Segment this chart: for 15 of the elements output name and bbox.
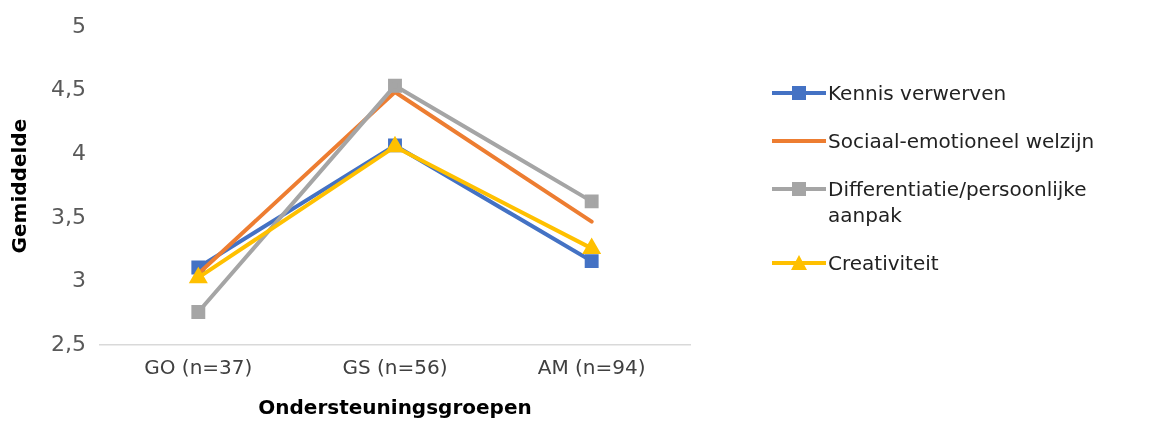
x-tick-label: AM (n=94) <box>537 355 646 380</box>
x-axis-title: Ondersteuningsgroepen <box>258 395 532 420</box>
y-axis-title: Gemiddelde <box>7 118 32 254</box>
legend-label: Creativiteit <box>828 250 939 276</box>
y-tick-label: 2,5 <box>50 330 86 356</box>
y-tick-label: 3 <box>71 267 86 293</box>
legend-label: Kennis verwerven <box>828 80 1007 106</box>
legend-label: Differentiatie/persoonlijke aanpak <box>828 176 1088 228</box>
x-tick-label: GS (n=56) <box>342 355 448 380</box>
legend-label: Sociaal-emotioneel welzijn <box>828 128 1095 154</box>
x-tick-label: GO (n=37) <box>144 355 253 380</box>
y-tick-label: 5 <box>71 12 86 38</box>
y-tick-label: 4 <box>71 140 86 166</box>
y-tick-label: 4,5 <box>50 76 86 102</box>
y-tick-label: 3,5 <box>50 203 86 229</box>
